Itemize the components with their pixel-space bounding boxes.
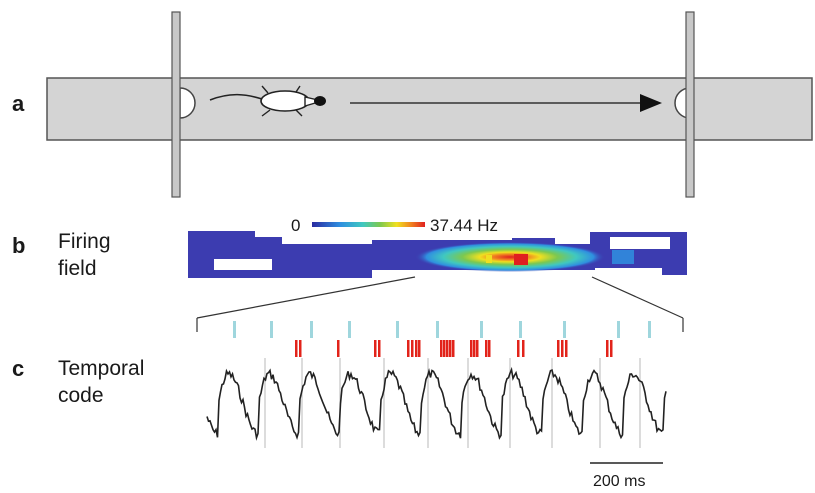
track bbox=[47, 78, 812, 140]
theta-marker bbox=[436, 321, 439, 338]
spike bbox=[378, 340, 381, 357]
spike bbox=[337, 340, 340, 357]
theta-marker bbox=[396, 321, 399, 338]
spike bbox=[440, 340, 443, 357]
theta-marker bbox=[563, 321, 566, 338]
spike bbox=[452, 340, 455, 357]
spike bbox=[299, 340, 302, 357]
spike bbox=[561, 340, 564, 357]
right-barrier bbox=[686, 12, 694, 197]
field-edge-patch bbox=[612, 250, 634, 264]
theta-marker bbox=[310, 321, 313, 338]
theta-marker bbox=[617, 321, 620, 338]
spike-raster bbox=[295, 340, 613, 357]
time-scale-bar: 200 ms bbox=[590, 463, 663, 490]
spike bbox=[485, 340, 488, 357]
field-peak bbox=[514, 254, 528, 265]
spike bbox=[418, 340, 421, 357]
spike bbox=[522, 340, 525, 357]
theta-marker bbox=[233, 321, 236, 338]
spike bbox=[407, 340, 410, 357]
spike bbox=[411, 340, 414, 357]
spike bbox=[446, 340, 449, 357]
theta-marker bbox=[648, 321, 651, 338]
field-gap-left bbox=[214, 259, 272, 270]
left-barrier bbox=[172, 12, 180, 197]
field-gap-right bbox=[610, 237, 670, 249]
zoom-line-right bbox=[592, 277, 683, 318]
spike bbox=[606, 340, 609, 357]
spike bbox=[476, 340, 479, 357]
spike bbox=[470, 340, 473, 357]
spike bbox=[443, 340, 446, 357]
zoom-line-left bbox=[197, 277, 415, 318]
spike bbox=[473, 340, 476, 357]
theta-marker bbox=[348, 321, 351, 338]
spike bbox=[557, 340, 560, 357]
theta-marker bbox=[519, 321, 522, 338]
spike bbox=[610, 340, 613, 357]
theta-marker bbox=[270, 321, 273, 338]
place-field-heat bbox=[415, 242, 605, 272]
spike bbox=[517, 340, 520, 357]
track-diagram bbox=[47, 12, 812, 197]
field-secondary-peak bbox=[486, 255, 492, 263]
spike bbox=[415, 340, 418, 357]
spike bbox=[295, 340, 298, 357]
spike bbox=[488, 340, 491, 357]
theta-phase-markers bbox=[233, 321, 651, 338]
colorbar-gradient bbox=[312, 222, 425, 227]
spike bbox=[449, 340, 452, 357]
spike bbox=[374, 340, 377, 357]
colorbar: 0 37.44 Hz bbox=[291, 216, 498, 235]
colorbar-min-label: 0 bbox=[291, 216, 300, 235]
scale-bar-label: 200 ms bbox=[593, 473, 645, 490]
colorbar-max-label: 37.44 Hz bbox=[430, 216, 498, 235]
spike bbox=[565, 340, 568, 357]
theta-marker bbox=[480, 321, 483, 338]
firing-field-map bbox=[188, 231, 687, 278]
lfp-trace bbox=[207, 370, 666, 439]
